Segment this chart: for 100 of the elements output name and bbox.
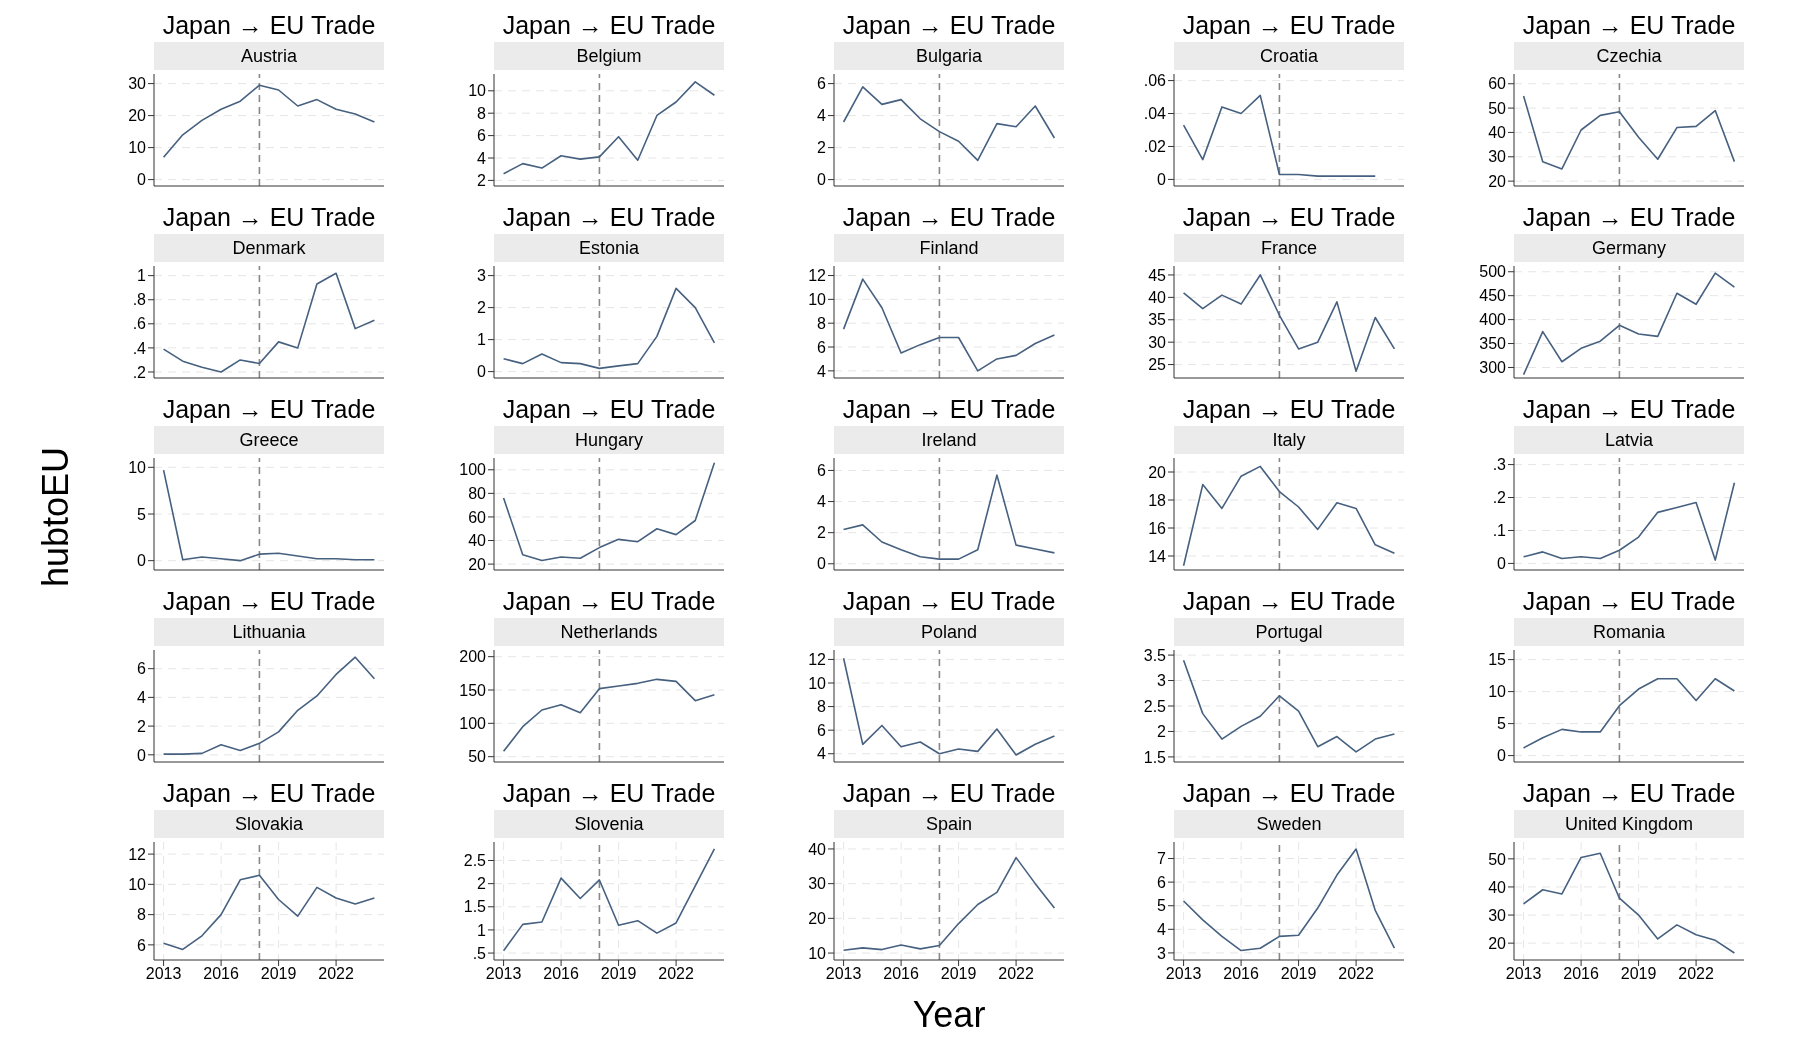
chart-subtitle: Italy: [1174, 426, 1404, 454]
chart-title: Japan → EU Trade: [1181, 394, 1397, 425]
line-series: [162, 272, 376, 373]
y-tick-label: 5: [137, 505, 147, 523]
y-tick-label: 7: [1157, 850, 1167, 868]
y-tick-label: 20: [808, 910, 827, 928]
y-tick-label: 6: [137, 936, 147, 954]
y-tick-label: 50: [1488, 99, 1507, 117]
y-tick-label: 100: [459, 461, 487, 479]
y-tick-label: 6: [817, 462, 827, 480]
y-tick-label: 8: [817, 314, 827, 332]
y-tick-label: 450: [1479, 287, 1507, 305]
chart-subtitle: Slovakia: [154, 810, 384, 838]
y-tick-label: 10: [808, 291, 827, 309]
x-tick-label: 2019: [600, 965, 637, 983]
line-series: [1182, 274, 1396, 373]
line-series: [842, 278, 1056, 372]
chart-subtitle: Austria: [154, 42, 384, 70]
y-tick-label: 6: [817, 75, 827, 93]
y-tick-label: 6: [1157, 873, 1167, 891]
y-tick-label: 40: [1488, 124, 1507, 142]
chart-subtitle: United Kingdom: [1514, 810, 1744, 838]
line-series: [842, 474, 1056, 560]
chart-title: Japan → EU Trade: [501, 586, 717, 617]
y-tick-label: 30: [128, 75, 147, 93]
chart-subtitle: Belgium: [494, 42, 724, 70]
y-tick-label: 0: [477, 363, 487, 381]
y-tick-label: 10: [808, 944, 827, 962]
y-tick-label: .8: [132, 291, 147, 309]
y-tick-label: 50: [468, 748, 487, 766]
y-tick-label: .2: [132, 363, 147, 381]
chart-title: Japan → EU Trade: [161, 586, 377, 617]
chart-subtitle: Estonia: [494, 234, 724, 262]
y-tick-label: 10: [808, 674, 827, 692]
chart-subtitle: Ireland: [834, 426, 1064, 454]
y-tick-label: 30: [1488, 906, 1507, 924]
y-tick-label: 10: [1488, 683, 1507, 701]
x-tick-label: 2019: [940, 965, 977, 983]
line-series: [502, 461, 716, 562]
line-series: [162, 656, 376, 755]
line-series: [502, 678, 716, 753]
chart-subtitle: Lithuania: [154, 618, 384, 646]
x-tick-label: 2016: [1563, 965, 1599, 983]
y-tick-label: 4: [477, 149, 487, 167]
chart-title: Japan → EU Trade: [1521, 10, 1737, 41]
x-tick-label: 2013: [825, 965, 862, 983]
y-tick-label: 6: [817, 721, 827, 739]
y-tick-label: 6: [817, 338, 827, 356]
chart-title: Japan → EU Trade: [161, 394, 377, 425]
y-tick-label: 6: [137, 660, 147, 678]
y-tick-label: 12: [808, 267, 827, 285]
y-tick-label: 1.5: [1143, 748, 1167, 766]
y-tick-label: 6: [477, 127, 487, 145]
y-tick-label: 1: [137, 267, 147, 285]
y-tick-label: .6: [132, 315, 147, 333]
y-tick-label: .3: [1492, 456, 1507, 474]
chart-title: Japan → EU Trade: [1521, 586, 1737, 617]
line-series: [1182, 659, 1396, 753]
chart-title: Japan → EU Trade: [841, 394, 1057, 425]
y-tick-label: 20: [1148, 463, 1167, 481]
chart-subtitle: Slovenia: [494, 810, 724, 838]
y-tick-label: 0: [137, 552, 147, 570]
chart-title: Japan → EU Trade: [841, 778, 1057, 809]
y-tick-label: 150: [459, 681, 487, 699]
line-series: [502, 81, 716, 175]
chart-subtitle: Netherlands: [494, 618, 724, 646]
line-series: [1182, 848, 1396, 952]
x-tick-label: 2022: [998, 965, 1034, 983]
line-series: [502, 848, 716, 952]
chart-title: Japan → EU Trade: [1181, 778, 1397, 809]
y-tick-label: 10: [468, 82, 487, 100]
x-tick-label: 2022: [1338, 965, 1374, 983]
x-tick-label: 2016: [543, 965, 579, 983]
chart-title: Japan → EU Trade: [1521, 394, 1737, 425]
chart-subtitle: Czechia: [1514, 42, 1744, 70]
y-tick-label: 80: [468, 485, 487, 503]
y-tick-label: 1: [477, 331, 487, 349]
y-tick-label: 10: [128, 876, 147, 894]
y-tick-label: 1.5: [463, 898, 487, 916]
y-tick-label: 15: [1488, 651, 1507, 669]
y-tick-label: 4: [1157, 921, 1167, 938]
chart-title: Japan → EU Trade: [501, 778, 717, 809]
y-tick-label: .5: [472, 944, 487, 962]
y-tick-label: .2: [1492, 489, 1507, 507]
chart-subtitle: France: [1174, 234, 1404, 262]
y-tick-label: 0: [1157, 171, 1167, 189]
y-tick-label: 0: [1497, 555, 1507, 573]
y-tick-label: 400: [1479, 311, 1507, 329]
chart-title: Japan → EU Trade: [1181, 586, 1397, 617]
x-tick-label: 2016: [1223, 965, 1259, 983]
y-tick-label: 10: [128, 459, 147, 477]
x-tick-label: 2022: [1678, 965, 1714, 983]
y-tick-label: .06: [1143, 72, 1167, 90]
x-tick-label: 2016: [883, 965, 919, 983]
y-tick-label: 2: [817, 524, 827, 542]
line-series: [1522, 272, 1736, 376]
y-tick-label: 60: [468, 508, 487, 526]
y-tick-label: 40: [468, 532, 487, 550]
y-tick-label: 20: [1488, 934, 1507, 952]
y-tick-label: 0: [817, 555, 827, 573]
